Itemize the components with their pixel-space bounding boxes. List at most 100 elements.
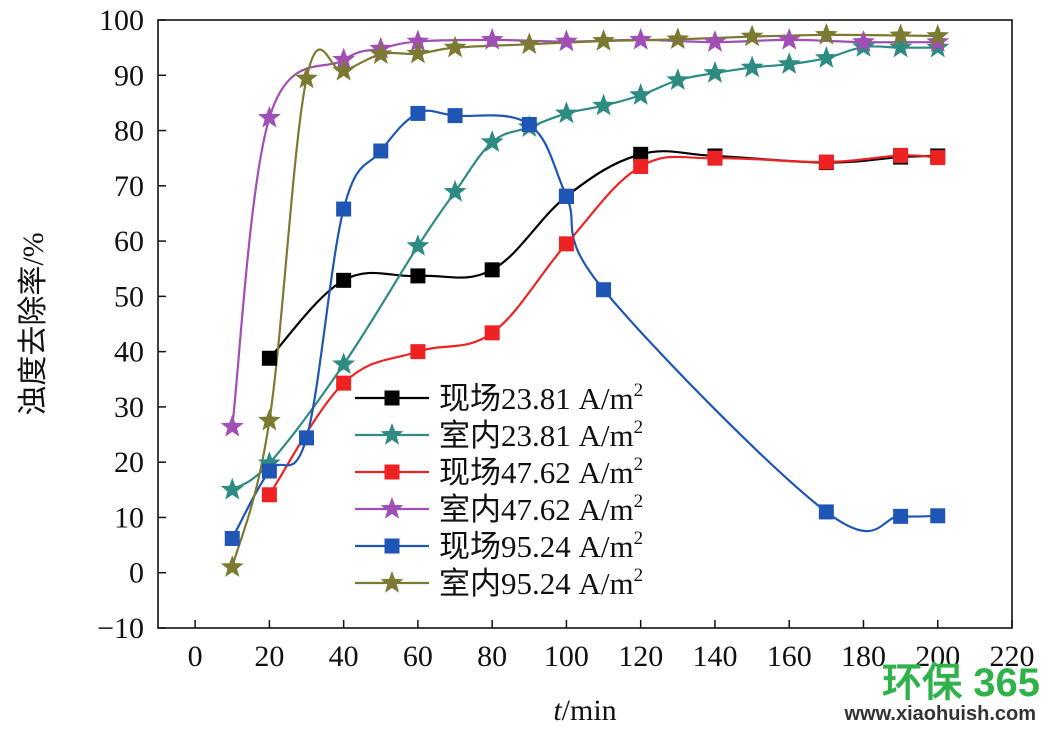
data-point-series-3 (930, 150, 946, 166)
x-tick-label: 0 (188, 640, 203, 673)
x-tick-label: 60 (403, 640, 433, 673)
legend-marker-1 (384, 390, 400, 406)
data-point-series-4 (852, 30, 875, 52)
data-point-series-3 (484, 325, 500, 341)
y-tick-label: 70 (114, 170, 144, 203)
data-point-series-2 (592, 93, 615, 116)
data-point-series-6 (592, 29, 615, 51)
data-point-series-6 (257, 408, 281, 431)
data-point-series-4 (220, 414, 244, 437)
data-point-series-2 (703, 61, 727, 83)
legend-marker-3 (384, 464, 400, 480)
data-point-series-4 (629, 27, 653, 50)
x-tick-label: 100 (544, 640, 589, 673)
data-point-series-6 (517, 32, 541, 55)
series-layer (231, 33, 938, 568)
data-point-series-3 (558, 236, 574, 252)
data-point-series-2 (443, 179, 467, 202)
data-point-series-2 (740, 55, 764, 78)
data-point-series-3 (893, 147, 909, 163)
axes-layer: 0 20 40 60 80 100 120 140 160 180 200 220 −10 0 10 20 30… (97, 4, 1034, 673)
legend-marker-5 (384, 538, 400, 554)
data-point-series-2 (814, 46, 838, 68)
legend-label-2: 室内23.81 A/m2 (439, 417, 643, 453)
data-point-series-5 (930, 508, 946, 524)
plot-frame (157, 19, 1013, 629)
data-point-series-6 (740, 24, 764, 47)
data-point-series-2 (666, 68, 690, 90)
data-point-series-5 (299, 430, 315, 446)
x-tick-label: 40 (329, 640, 359, 673)
data-point-series-6 (814, 22, 838, 45)
x-axis-label-unit: /min (562, 694, 617, 727)
data-point-series-4 (703, 30, 727, 52)
y-tick-label: 80 (114, 115, 144, 148)
data-point-series-5 (224, 530, 240, 546)
data-point-series-2 (889, 35, 913, 58)
data-point-series-6 (220, 555, 244, 577)
data-point-series-6 (926, 24, 950, 46)
data-point-series-3 (633, 158, 649, 174)
series-line-3 (268, 154, 938, 496)
data-point-series-5 (447, 108, 463, 124)
data-point-series-5 (558, 188, 574, 204)
data-point-series-2 (629, 83, 653, 105)
data-point-series-4 (777, 27, 801, 50)
y-tick-label: 50 (114, 280, 144, 313)
data-point-series-5 (410, 105, 426, 121)
data-point-series-6 (295, 66, 318, 89)
data-point-series-3 (818, 154, 834, 170)
x-axis-label: t/min (553, 694, 616, 727)
data-point-series-2 (406, 234, 430, 256)
data-point-series-4 (480, 27, 504, 50)
data-point-series-3 (707, 150, 723, 166)
y-tick-label: 0 (129, 557, 144, 590)
legend-label-5: 现场95.24 A/m2 (439, 528, 643, 564)
watermark: 环保 365 www.xiaohuish.com (843, 661, 1040, 725)
data-point-series-3 (410, 344, 426, 360)
data-point-series-5 (261, 463, 277, 479)
x-tick-label: 120 (618, 640, 663, 673)
watermark-logo: 环保 365 (882, 661, 1040, 705)
y-tick-label: 40 (114, 336, 144, 369)
x-tick-label: 220 (990, 640, 1035, 673)
data-point-series-2 (257, 451, 281, 473)
y-tick-label: 10 (114, 501, 144, 534)
x-tick-label: 160 (767, 640, 812, 673)
data-point-series-6 (666, 27, 690, 50)
marker-layer (220, 22, 950, 577)
x-tick-label: 20 (254, 640, 284, 673)
data-point-series-1 (633, 146, 649, 162)
legend-marker-6 (380, 571, 404, 593)
series-line-1 (268, 150, 938, 360)
y-tick-label: 20 (114, 446, 144, 479)
data-point-series-5 (521, 116, 537, 132)
series-line-5 (231, 109, 938, 539)
series-line-6 (231, 33, 938, 568)
data-point-series-5 (818, 504, 834, 520)
data-point-series-6 (889, 23, 913, 46)
y-tick-label: 90 (114, 59, 144, 92)
x-tick-label: 140 (692, 640, 737, 673)
data-point-series-2 (555, 101, 578, 124)
data-point-series-4 (332, 47, 356, 70)
data-point-series-4 (555, 29, 578, 52)
data-point-series-2 (332, 352, 356, 375)
x-tick-label: 200 (915, 640, 960, 673)
data-point-series-5 (893, 508, 909, 524)
x-tick-label: 180 (841, 640, 886, 673)
data-point-series-1 (336, 272, 352, 288)
data-point-series-5 (336, 201, 352, 217)
y-tick-label: 60 (114, 225, 144, 258)
data-point-series-1 (410, 268, 426, 284)
data-point-series-6 (443, 35, 467, 58)
data-point-series-1 (261, 350, 277, 366)
data-point-series-3 (261, 487, 277, 503)
y-axis-label: 浊度去除率/% (17, 232, 50, 415)
legend-marker-2 (380, 423, 404, 445)
data-point-series-4 (257, 105, 281, 128)
x-axis-label-italic: t (553, 694, 562, 727)
